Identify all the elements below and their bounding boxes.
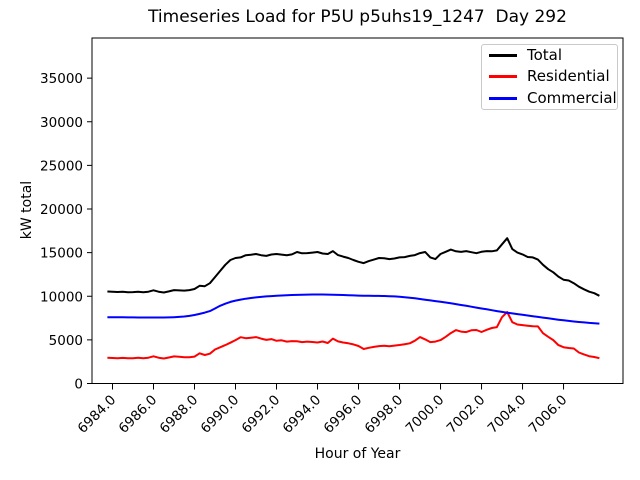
x-tick-label: 6996.0 [321, 392, 366, 437]
series-line-total [107, 237, 600, 297]
total-line-sample [489, 54, 517, 58]
y-tick-label: 35000 [40, 71, 83, 87]
residential-line-sample [489, 75, 517, 79]
y-tick-label: 25000 [40, 158, 83, 174]
y-tick-label: 20000 [40, 202, 83, 218]
y-tick-label: 0 [74, 377, 83, 393]
y-tick-label: 5000 [49, 333, 83, 349]
legend: Total Residential Commercial [481, 44, 618, 110]
legend-row-total: Total [482, 45, 617, 66]
x-tick-label: 6986.0 [116, 392, 161, 437]
x-axis-label: Hour of Year [314, 446, 401, 462]
legend-label-total: Total [527, 46, 563, 65]
series-line-commercial [107, 293, 600, 325]
x-tick-label: 7002.0 [444, 392, 489, 437]
x-tick-label: 7004.0 [485, 392, 530, 437]
x-tick-label: 6988.0 [157, 392, 202, 437]
commercial-line-sample [489, 96, 517, 100]
x-tick-label: 6990.0 [198, 392, 243, 437]
y-tick-label: 10000 [40, 289, 83, 305]
y-tick-label: 15000 [40, 246, 83, 262]
x-tick-label: 7000.0 [403, 392, 448, 437]
legend-row-residential: Residential [482, 66, 617, 87]
x-tick-label: 6994.0 [280, 392, 325, 437]
x-tick-label: 6984.0 [75, 392, 120, 437]
chart-title: Timeseries Load for P5U p5uhs19_1247 Day… [148, 7, 567, 27]
legend-row-commercial: Commercial [482, 88, 617, 109]
y-axis-label: kW total [19, 180, 35, 240]
y-tick-label: 30000 [40, 115, 83, 131]
x-tick-label: 7006.0 [526, 392, 571, 437]
x-tick-label: 6998.0 [362, 392, 407, 437]
axes-spines [91, 37, 624, 384]
legend-label-residential: Residential [527, 67, 610, 86]
legend-label-commercial: Commercial [527, 88, 617, 107]
x-tick-label: 6992.0 [239, 392, 284, 437]
series-line-residential [107, 311, 600, 360]
